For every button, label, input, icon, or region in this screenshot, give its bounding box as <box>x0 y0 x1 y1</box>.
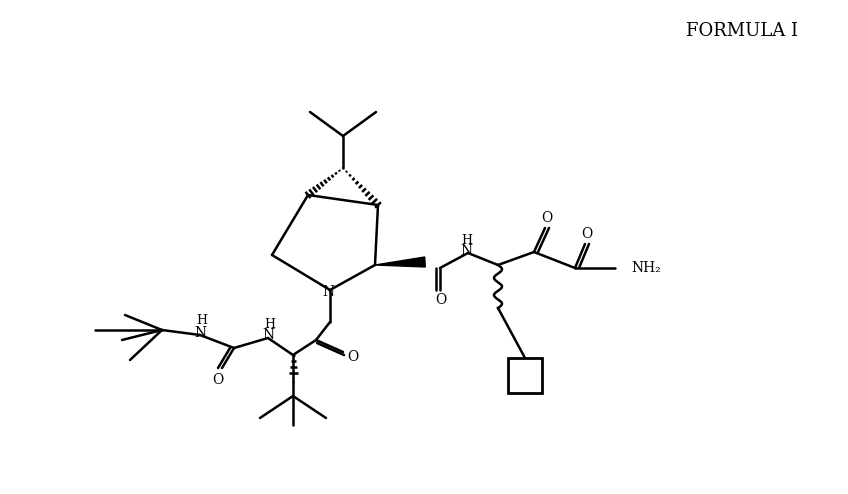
Text: H: H <box>265 318 276 330</box>
Text: O: O <box>212 373 224 387</box>
Text: O: O <box>435 293 447 307</box>
Polygon shape <box>375 257 426 267</box>
Text: N: N <box>460 244 472 258</box>
Text: O: O <box>541 211 553 225</box>
Text: O: O <box>348 350 359 364</box>
Text: FORMULA I: FORMULA I <box>686 22 798 40</box>
Text: N: N <box>262 328 274 342</box>
Text: H: H <box>461 234 472 247</box>
Text: NH₂: NH₂ <box>631 261 661 275</box>
Text: O: O <box>582 227 593 241</box>
Text: N: N <box>194 326 206 340</box>
Text: N: N <box>322 285 334 299</box>
Text: H: H <box>197 315 208 328</box>
